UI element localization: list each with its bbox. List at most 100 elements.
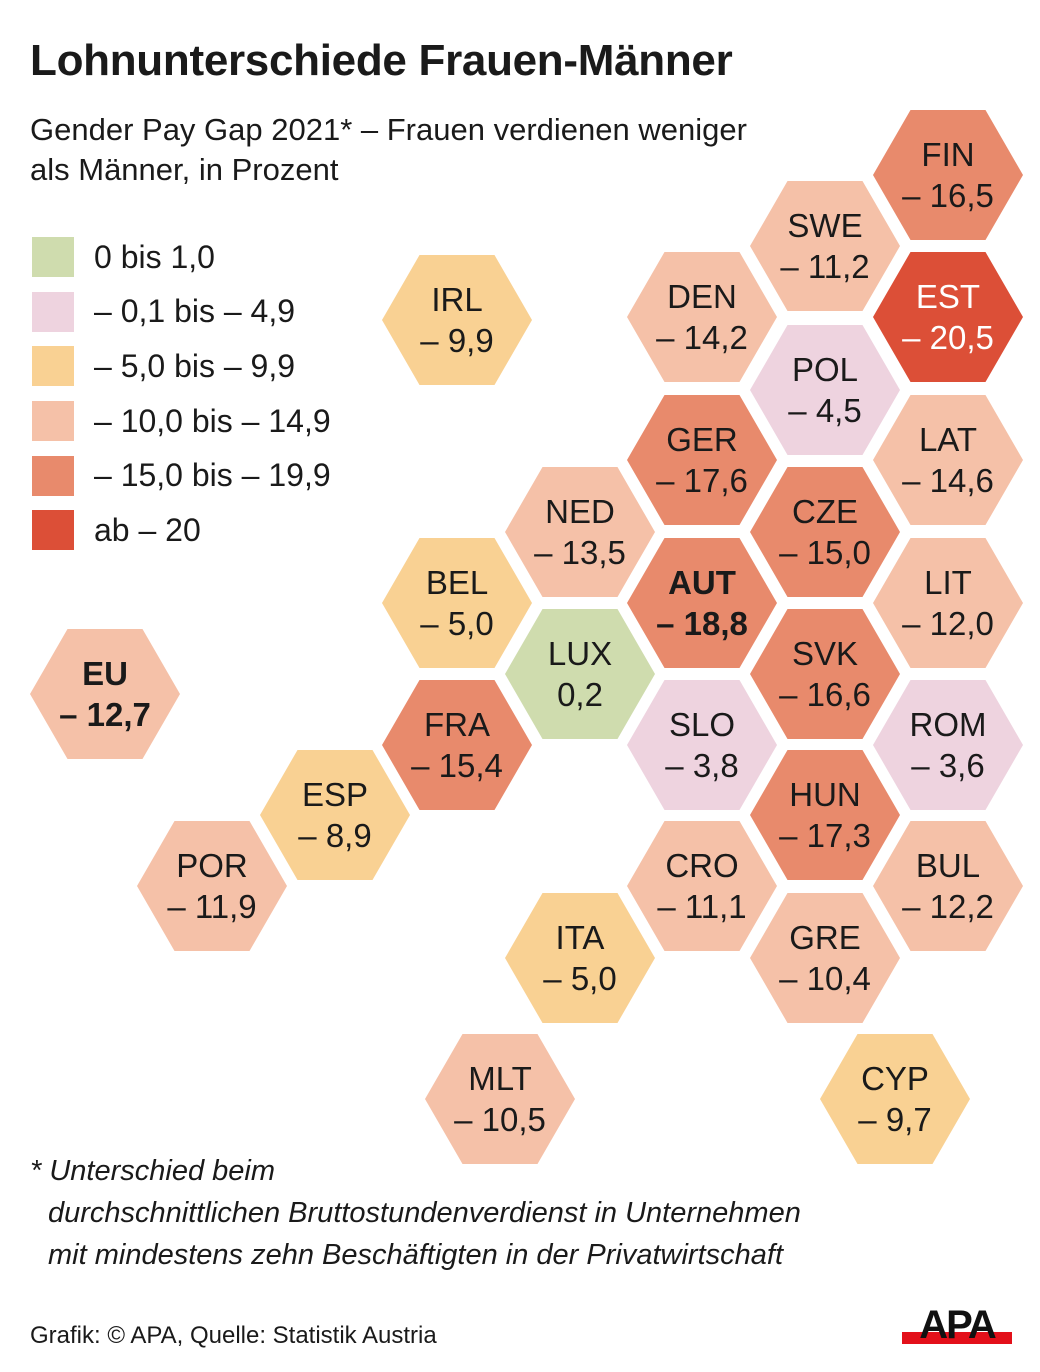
footnote-line: * Unterschied beim [30, 1155, 275, 1187]
tile-value-label: – 14,6 [902, 462, 994, 499]
apa-logo: APA [902, 1303, 1012, 1347]
tile-code-label: CYP [861, 1060, 929, 1097]
hex-tile-cyp: CYP – 9,7 [820, 1034, 970, 1164]
tile-code-label: EU [82, 655, 128, 692]
hex-tile-gre: GRE – 10,4 [750, 893, 900, 1023]
tile-value-label: – 3,6 [911, 747, 984, 784]
hex-tile-den: DEN – 14,2 [627, 252, 777, 382]
hex-tile-bel: BEL – 5,0 [382, 538, 532, 668]
tile-code-label: BUL [916, 847, 980, 884]
tile-value-label: – 13,5 [534, 534, 626, 571]
hex-shape [260, 750, 410, 880]
footnote-line: durchschnittlichen Bruttostundenverdiens… [48, 1197, 801, 1229]
hex-tile-cro: CRO – 11,1 [627, 821, 777, 951]
tile-value-label: – 17,6 [656, 462, 748, 499]
tile-value-label: – 15,4 [411, 747, 503, 784]
legend-swatch [32, 291, 74, 332]
legend-label: – 0,1 bis – 4,9 [94, 293, 296, 330]
hex-tile-fra: FRA – 15,4 [382, 680, 532, 810]
hex-tile-mlt: MLT – 10,5 [425, 1034, 575, 1164]
legend-label: 0 bis 1,0 [94, 238, 215, 275]
hex-shape [627, 395, 777, 525]
hex-shape [873, 252, 1023, 382]
legend-swatch [32, 455, 74, 496]
legend-item: – 15,0 bis – 19,9 [32, 448, 331, 503]
legend-item: ab – 20 [32, 503, 331, 558]
hex-shape [425, 1034, 575, 1164]
tile-value-label: – 15,0 [779, 534, 871, 571]
tile-code-label: LUX [548, 635, 612, 672]
hex-tile-bul: BUL – 12,2 [873, 821, 1023, 951]
legend-label: – 5,0 bis – 9,9 [94, 347, 296, 384]
hex-shape [750, 750, 900, 880]
tile-code-label: LIT [924, 564, 972, 601]
legend-item: 0 bis 1,0 [32, 230, 331, 285]
hex-tile-esp: ESP – 8,9 [260, 750, 410, 880]
tile-value-label: – 18,8 [656, 605, 748, 642]
legend-swatch [32, 346, 74, 387]
hex-shape [750, 325, 900, 455]
footnote: * Unterschied beim durchschnittlichen Br… [30, 1150, 801, 1276]
tile-value-label: – 8,9 [298, 817, 371, 854]
tile-value-label: – 11,1 [657, 888, 746, 925]
hex-shape [627, 252, 777, 382]
hex-tile-aut: AUT – 18,8 [627, 538, 777, 668]
tile-value-label: – 9,9 [420, 322, 493, 359]
hex-shape [873, 538, 1023, 668]
tile-code-label: AUT [668, 564, 736, 601]
tile-value-label: – 17,3 [779, 817, 871, 854]
hex-shape [505, 467, 655, 597]
tile-value-label: – 9,7 [858, 1101, 931, 1138]
tile-code-label: POL [792, 351, 858, 388]
tile-code-label: IRL [431, 281, 482, 318]
hex-tile-est: EST – 20,5 [873, 252, 1023, 382]
tile-value-label: – 12,7 [59, 696, 151, 733]
hex-shape [505, 609, 655, 739]
tile-value-label: – 14,2 [656, 319, 748, 356]
tile-value-label: – 12,2 [902, 888, 994, 925]
tile-code-label: HUN [789, 776, 861, 813]
tile-code-label: CZE [792, 493, 858, 530]
chart-title: Lohnunterschiede Frauen-Männer [30, 36, 733, 85]
tile-value-label: – 10,5 [454, 1101, 546, 1138]
hex-tile-por: POR – 11,9 [137, 821, 287, 951]
hex-shape [137, 821, 287, 951]
source-credit: Grafik: © APA, Quelle: Statistik Austria [30, 1322, 437, 1349]
tile-code-label: POR [176, 847, 248, 884]
hex-shape [820, 1034, 970, 1164]
hex-shape [30, 629, 180, 759]
tile-value-label: – 20,5 [902, 319, 994, 356]
footnote-line: mit mindestens zehn Beschäftigten in der… [48, 1239, 783, 1271]
hex-shape [382, 538, 532, 668]
hex-tile-ger: GER – 17,6 [627, 395, 777, 525]
tile-code-label: NED [545, 493, 615, 530]
hex-shape [750, 467, 900, 597]
hex-tile-pol: POL – 4,5 [750, 325, 900, 455]
hex-shape [873, 395, 1023, 525]
tile-code-label: CRO [665, 847, 738, 884]
hex-shape [750, 609, 900, 739]
hex-tile-ita: ITA – 5,0 [505, 893, 655, 1023]
tile-code-label: SWE [787, 207, 862, 244]
hex-tile-fin: FIN – 16,5 [873, 110, 1023, 240]
chart-subtitle: Gender Pay Gap 2021* – Frauen verdienen … [30, 112, 747, 187]
tile-code-label: ITA [556, 919, 605, 956]
hex-shape [627, 538, 777, 668]
tile-value-label: – 10,4 [779, 960, 871, 997]
hex-shape [627, 680, 777, 810]
legend: 0 bis 1,0 – 0,1 bis – 4,9 – 5,0 bis – 9,… [32, 230, 331, 558]
hex-tile-lat: LAT – 14,6 [873, 395, 1023, 525]
hex-shape [505, 893, 655, 1023]
hex-tile-ned: NED – 13,5 [505, 467, 655, 597]
tile-code-label: ESP [302, 776, 368, 813]
hex-tile-swe: SWE – 11,2 [750, 181, 900, 311]
hex-tile-slo: SLO – 3,8 [627, 680, 777, 810]
hex-shape [750, 893, 900, 1023]
hex-shape [873, 821, 1023, 951]
hex-tile-lit: LIT – 12,0 [873, 538, 1023, 668]
tile-code-label: FRA [424, 706, 490, 743]
legend-swatch [32, 237, 74, 278]
hex-tile-lux: LUX 0,2 [505, 609, 655, 739]
